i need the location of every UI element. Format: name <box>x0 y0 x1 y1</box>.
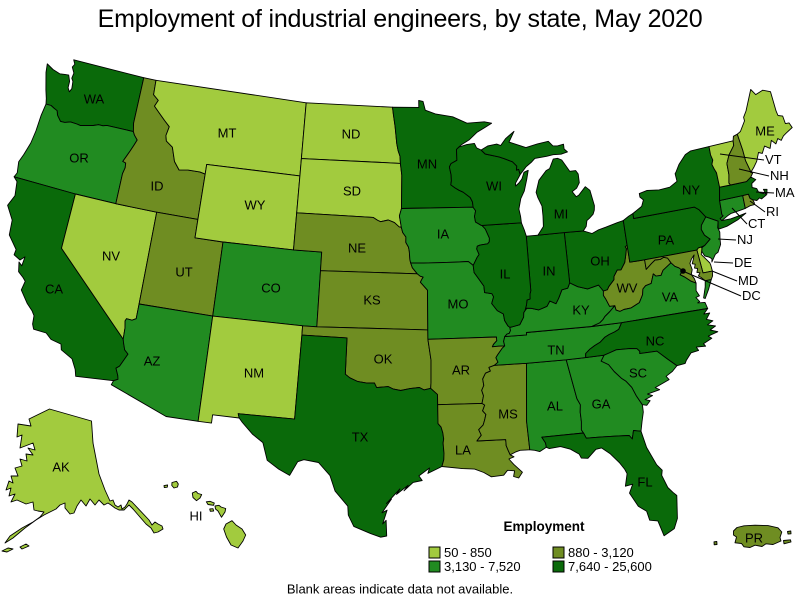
svg-text:VT: VT <box>765 152 782 167</box>
svg-text:PA: PA <box>658 233 675 248</box>
svg-text:IN: IN <box>543 264 556 279</box>
svg-text:NV: NV <box>102 249 120 264</box>
svg-text:WV: WV <box>617 281 638 296</box>
svg-text:MN: MN <box>417 157 437 172</box>
svg-text:50 - 850: 50 - 850 <box>444 545 492 560</box>
svg-text:MS: MS <box>498 407 518 422</box>
svg-text:MD: MD <box>738 273 758 288</box>
svg-text:NM: NM <box>244 366 264 381</box>
svg-text:HI: HI <box>190 509 203 524</box>
svg-text:RI: RI <box>766 204 779 219</box>
svg-text:AZ: AZ <box>144 354 161 369</box>
svg-text:MI: MI <box>554 207 568 222</box>
svg-text:DC: DC <box>742 288 761 303</box>
svg-text:UT: UT <box>175 265 192 280</box>
svg-text:LA: LA <box>455 443 471 458</box>
svg-text:OR: OR <box>69 151 89 166</box>
svg-text:FL: FL <box>637 475 652 490</box>
svg-text:880 - 3,120: 880 - 3,120 <box>568 545 634 560</box>
svg-text:7,640 - 25,600: 7,640 - 25,600 <box>568 559 652 574</box>
svg-text:ME: ME <box>755 124 775 139</box>
svg-text:OK: OK <box>374 352 393 367</box>
svg-text:VA: VA <box>662 290 679 305</box>
svg-text:AK: AK <box>52 460 70 475</box>
svg-text:3,130 - 7,520: 3,130 - 7,520 <box>444 559 521 574</box>
svg-text:IL: IL <box>500 267 511 282</box>
svg-text:OH: OH <box>590 254 610 269</box>
svg-text:SC: SC <box>629 366 647 381</box>
svg-text:ID: ID <box>151 179 164 194</box>
svg-text:NY: NY <box>682 183 700 198</box>
svg-text:IA: IA <box>437 227 450 242</box>
svg-text:CT: CT <box>748 216 765 231</box>
svg-text:MA: MA <box>775 185 795 200</box>
svg-text:NC: NC <box>646 334 665 349</box>
svg-text:Blank areas indicate data not: Blank areas indicate data not available. <box>287 582 513 597</box>
svg-text:MT: MT <box>218 126 237 141</box>
svg-text:TX: TX <box>352 430 369 445</box>
svg-text:TN: TN <box>547 343 564 358</box>
svg-text:WI: WI <box>486 179 502 194</box>
svg-text:WA: WA <box>84 92 105 107</box>
svg-text:Employment: Employment <box>503 519 585 534</box>
svg-text:MO: MO <box>448 297 469 312</box>
svg-text:AR: AR <box>452 363 470 378</box>
svg-text:KY: KY <box>572 303 590 318</box>
svg-text:GA: GA <box>592 397 611 412</box>
svg-text:KS: KS <box>363 293 381 308</box>
svg-text:WY: WY <box>245 198 266 213</box>
svg-text:Employment of industrial engin: Employment of industrial engineers, by s… <box>98 5 703 33</box>
svg-text:DE: DE <box>734 255 752 270</box>
svg-text:NH: NH <box>770 168 789 183</box>
svg-text:AL: AL <box>547 399 563 414</box>
svg-text:CO: CO <box>261 281 281 296</box>
svg-text:PR: PR <box>745 531 763 546</box>
svg-text:NJ: NJ <box>737 232 753 247</box>
svg-text:ND: ND <box>342 127 361 142</box>
svg-text:NE: NE <box>348 241 366 256</box>
svg-text:CA: CA <box>45 282 63 297</box>
svg-text:SD: SD <box>343 184 361 199</box>
